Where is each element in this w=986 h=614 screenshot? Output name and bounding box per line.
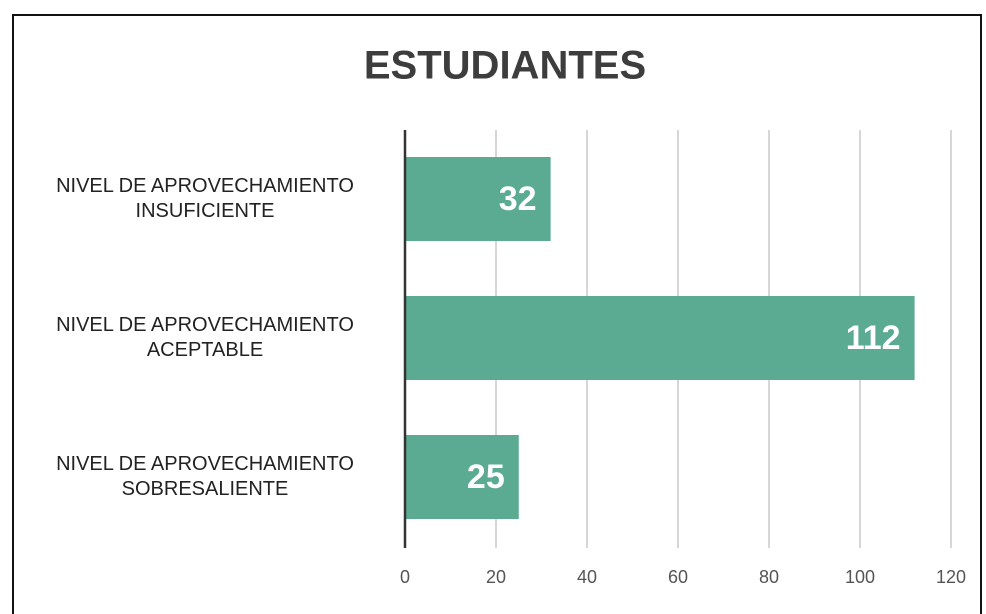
bar <box>405 157 551 241</box>
x-tick-label: 0 <box>400 567 410 587</box>
y-tick-label: NIVEL DE APROVECHAMIENTO INSUFICIENTE <box>56 175 354 222</box>
x-tick-label: 80 <box>759 567 779 587</box>
value-label: 112 <box>846 319 901 357</box>
chart-title: ESTUDIANTES <box>364 44 646 88</box>
frame <box>12 14 982 614</box>
y-tick-label: NIVEL DE APROVECHAMIENTO SOBRESALIENTE <box>56 453 354 500</box>
x-tick-label: 60 <box>668 567 688 587</box>
x-tick-label: 40 <box>577 567 597 587</box>
x-tick-label: 100 <box>845 567 875 587</box>
value-label: 32 <box>499 180 537 218</box>
bar <box>405 296 915 380</box>
chart: ESTUDIANTES 0 20 40 60 80 100 120 32 112 25 <box>364 44 966 587</box>
bar <box>405 435 519 519</box>
y-tick-label: NIVEL DE APROVECHAMIENTO ACEPTABLE <box>56 314 354 361</box>
x-tick-label: 20 <box>486 567 506 587</box>
x-tick-label: 120 <box>936 567 966 587</box>
value-label: 25 <box>467 458 505 496</box>
